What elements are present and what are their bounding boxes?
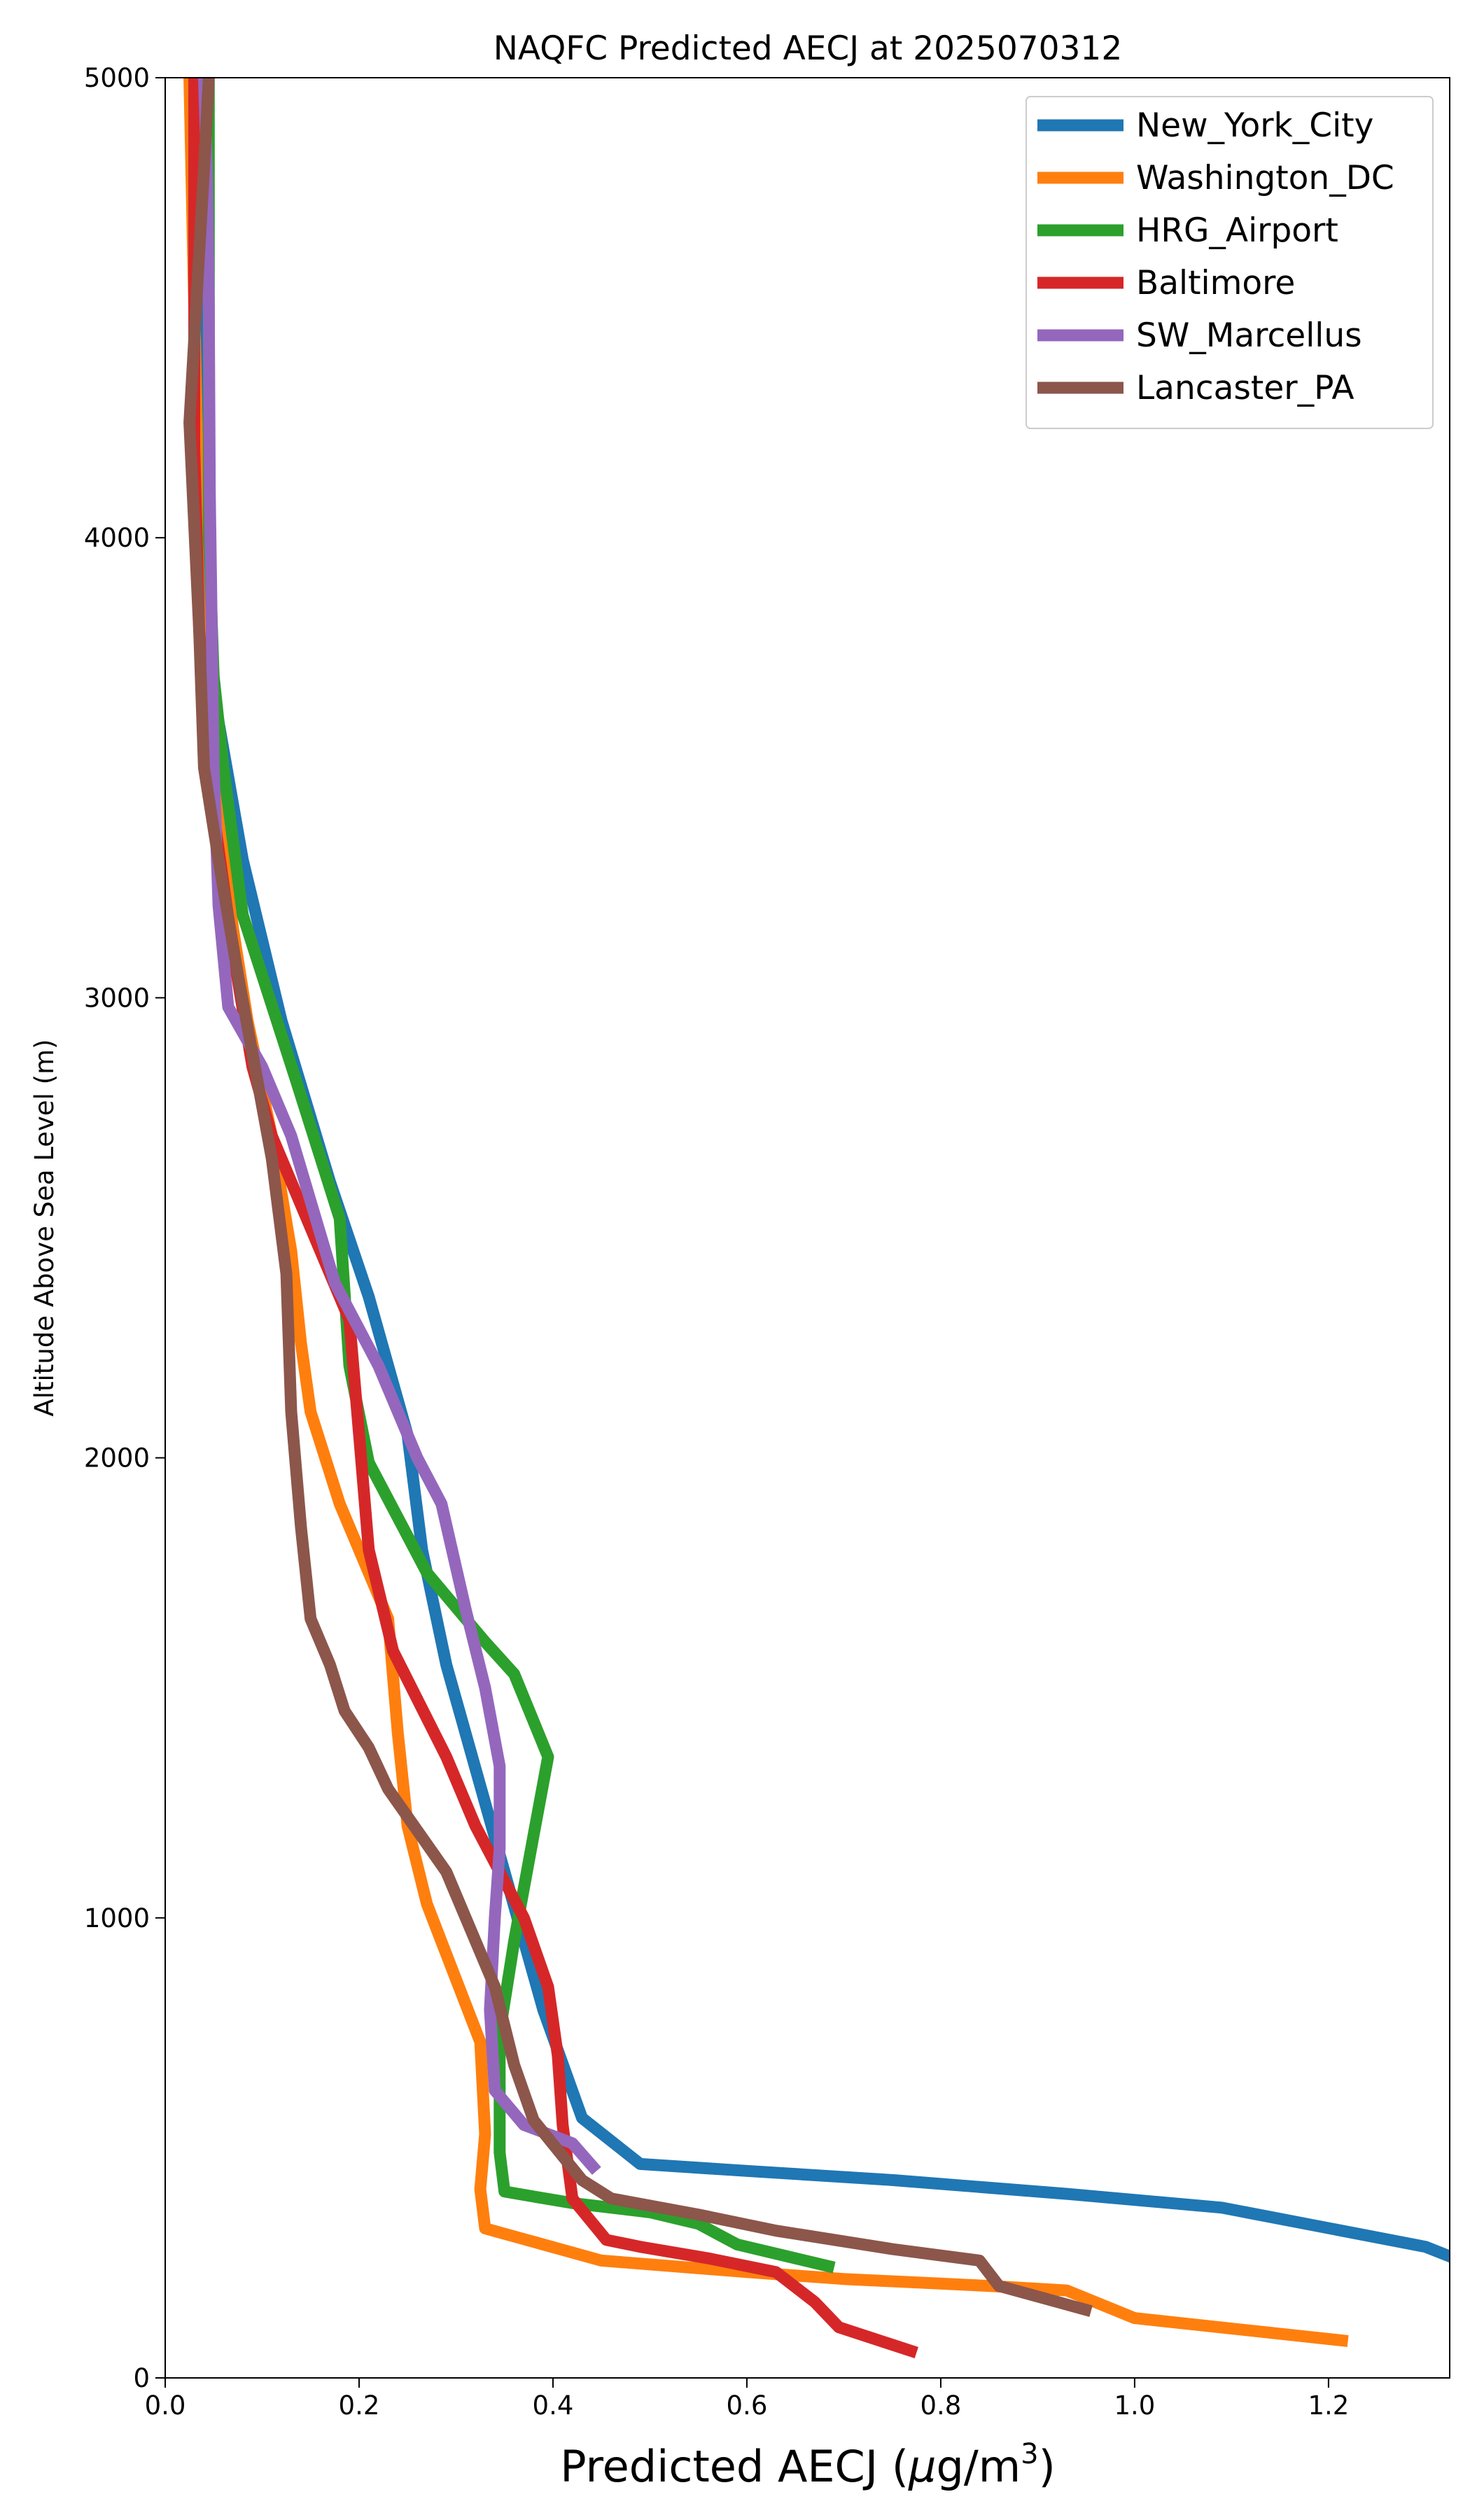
series-line-Baltimore	[188, 78, 918, 2358]
legend-label-New_York_City: New_York_City	[1136, 106, 1373, 145]
y-tick-label: 4000	[84, 523, 150, 553]
x-tick-label: 0.0	[145, 2390, 186, 2421]
legend: New_York_City Washington_DC HRG_Airport Bal…	[1026, 96, 1434, 429]
legend-label-Lancaster_PA: Lancaster_PA	[1136, 369, 1354, 407]
y-tick-label: 3000	[84, 983, 150, 1013]
x-tick-label: 0.8	[920, 2390, 962, 2421]
x-axis-label-main: Predicted AECJ (	[560, 2441, 909, 2492]
legend-label-HRG_Airport: HRG_Airport	[1136, 211, 1338, 250]
series-line-HRG_Airport	[202, 78, 836, 2274]
x-axis-label-close: )	[1039, 2441, 1056, 2492]
x-axis-label-unit: g/m	[936, 2441, 1021, 2492]
y-tick-label: 5000	[84, 63, 150, 93]
x-axis-label-mu: μ	[908, 2441, 936, 2492]
x-axis-label: Predicted AECJ (μg/m3)	[560, 2438, 1056, 2492]
series-line-SW_Marcellus	[197, 78, 601, 2175]
y-tick-label: 2000	[84, 1443, 150, 1474]
series-line-Lancaster_PA	[183, 78, 1093, 2317]
plot-frame	[164, 77, 1450, 2379]
legend-label-SW_Marcellus: SW_Marcellus	[1136, 316, 1362, 355]
legend-box	[1026, 96, 1434, 429]
x-tick-label: 0.6	[727, 2390, 768, 2421]
y-tick-label: 1000	[84, 1903, 150, 1933]
x-tick-label: 1.2	[1308, 2390, 1349, 2421]
x-tick-label: 0.2	[339, 2390, 380, 2421]
y-axis-label: Altitude Above Sea Level (m)	[29, 1039, 59, 1416]
y-tick-label: 0	[133, 2363, 150, 2393]
series-layer	[183, 78, 1450, 2358]
legend-label-Washington_DC: Washington_DC	[1136, 159, 1394, 197]
x-tick-label: 0.4	[533, 2390, 574, 2421]
x-tick-label: 1.0	[1114, 2390, 1155, 2421]
axes-layer: 0.0 0.2 0.4 0.6 0.8 1.0 1.2 0 1000 2000 3000 4000 50…	[84, 63, 1450, 2421]
legend-label-Baltimore: Baltimore	[1136, 264, 1295, 302]
x-axis-label-sup: 3	[1021, 2438, 1038, 2470]
chart-title: NAQFC Predicted AECJ at 2025070312	[493, 29, 1123, 68]
